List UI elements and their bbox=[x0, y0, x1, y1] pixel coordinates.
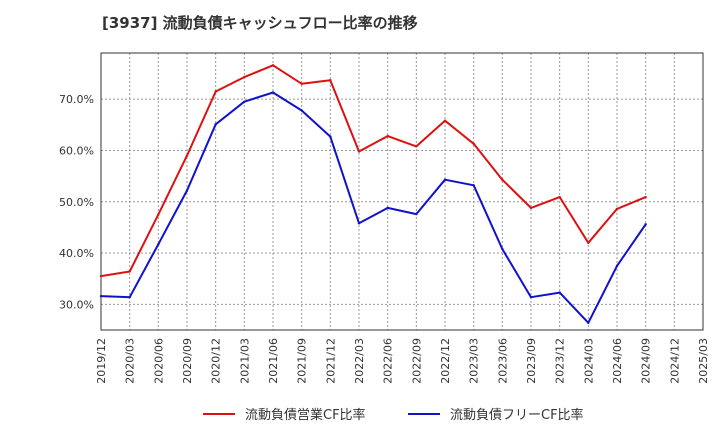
data-point bbox=[386, 206, 389, 210]
data-point bbox=[329, 135, 332, 138]
x-tick-label: 2020/12 bbox=[210, 338, 223, 384]
data-point bbox=[472, 142, 475, 145]
data-point bbox=[644, 223, 647, 226]
x-tick-label: 2021/12 bbox=[324, 338, 337, 384]
data-point bbox=[587, 321, 590, 325]
x-tick-label: 2019/12 bbox=[95, 338, 108, 384]
legend-label-1: 流動負債営業CF比率 bbox=[245, 407, 366, 423]
data-point bbox=[99, 274, 103, 278]
x-tick-label: 2024/12 bbox=[668, 338, 681, 384]
x-tick-label: 2023/12 bbox=[554, 338, 567, 384]
data-point bbox=[644, 195, 647, 199]
data-point bbox=[157, 243, 160, 246]
data-point bbox=[271, 64, 275, 67]
data-point bbox=[300, 109, 303, 112]
grid bbox=[101, 53, 703, 330]
x-tick-label: 2023/09 bbox=[525, 338, 538, 384]
data-point bbox=[243, 75, 246, 79]
data-point bbox=[300, 82, 303, 85]
data-point bbox=[185, 189, 189, 192]
legend: 流動負債営業CF比率 流動負債フリーCF比率 bbox=[203, 407, 584, 423]
x-tick-label: 2024/03 bbox=[582, 338, 595, 384]
data-point bbox=[529, 206, 533, 210]
plot-area-frame bbox=[100, 52, 704, 331]
series-line-2 bbox=[100, 91, 647, 324]
series-lines bbox=[99, 64, 647, 325]
data-point bbox=[472, 184, 475, 187]
x-tick-label: 2021/09 bbox=[296, 338, 309, 384]
data-point bbox=[157, 213, 160, 216]
x-tick-label: 2021/06 bbox=[267, 338, 280, 384]
data-point bbox=[415, 212, 418, 216]
data-point bbox=[558, 195, 561, 199]
data-point bbox=[615, 264, 619, 268]
chart-title: [3937] 流動負債キャッシュフロー比率の推移 bbox=[102, 14, 418, 32]
legend-label-2: 流動負債フリーCF比率 bbox=[450, 407, 584, 423]
y-tick-label: 60.0% bbox=[59, 144, 94, 157]
x-tick-label: 2020/06 bbox=[152, 338, 165, 384]
x-tick-label: 2021/03 bbox=[238, 338, 251, 384]
data-point bbox=[185, 154, 189, 157]
x-tick-label: 2024/06 bbox=[611, 338, 624, 384]
x-tick-label: 2022/03 bbox=[353, 338, 366, 384]
y-tick-label: 70.0% bbox=[59, 93, 94, 106]
data-point bbox=[214, 90, 217, 93]
x-axis-ticks: 2019/12 2020/03 2020/06 2020/09 2020/12 2021/… bbox=[95, 338, 710, 384]
data-point bbox=[615, 207, 619, 211]
data-point bbox=[99, 294, 103, 298]
x-tick-label: 2023/06 bbox=[496, 338, 509, 384]
data-point bbox=[558, 291, 561, 294]
data-point bbox=[529, 295, 533, 299]
x-tick-label: 2023/03 bbox=[468, 338, 481, 384]
data-point bbox=[357, 150, 361, 153]
x-tick-label: 2022/09 bbox=[410, 338, 423, 384]
data-point bbox=[501, 247, 504, 251]
x-tick-label: 2022/12 bbox=[439, 338, 452, 384]
y-axis-ticks: 30.0% 40.0% 50.0% 60.0% 70.0% bbox=[59, 93, 94, 311]
y-tick-label: 50.0% bbox=[59, 196, 94, 209]
x-tick-label: 2020/03 bbox=[124, 338, 137, 384]
data-point bbox=[128, 295, 131, 299]
x-tick-label: 2020/09 bbox=[181, 338, 194, 384]
data-point bbox=[386, 134, 389, 138]
data-point bbox=[329, 78, 332, 82]
x-tick-label: 2025/03 bbox=[697, 338, 710, 384]
x-tick-label: 2022/06 bbox=[382, 338, 395, 384]
data-point bbox=[128, 270, 131, 273]
data-point bbox=[501, 178, 504, 181]
y-tick-label: 30.0% bbox=[59, 298, 94, 311]
data-point bbox=[415, 145, 418, 148]
data-point bbox=[357, 222, 361, 225]
series-line-1 bbox=[100, 64, 647, 278]
y-tick-label: 40.0% bbox=[59, 247, 94, 260]
data-point bbox=[243, 100, 246, 103]
x-tick-label: 2024/09 bbox=[640, 338, 653, 384]
data-point bbox=[443, 178, 447, 181]
data-point bbox=[443, 119, 447, 122]
data-point bbox=[271, 91, 275, 94]
data-point bbox=[214, 123, 217, 126]
data-point bbox=[587, 241, 590, 244]
